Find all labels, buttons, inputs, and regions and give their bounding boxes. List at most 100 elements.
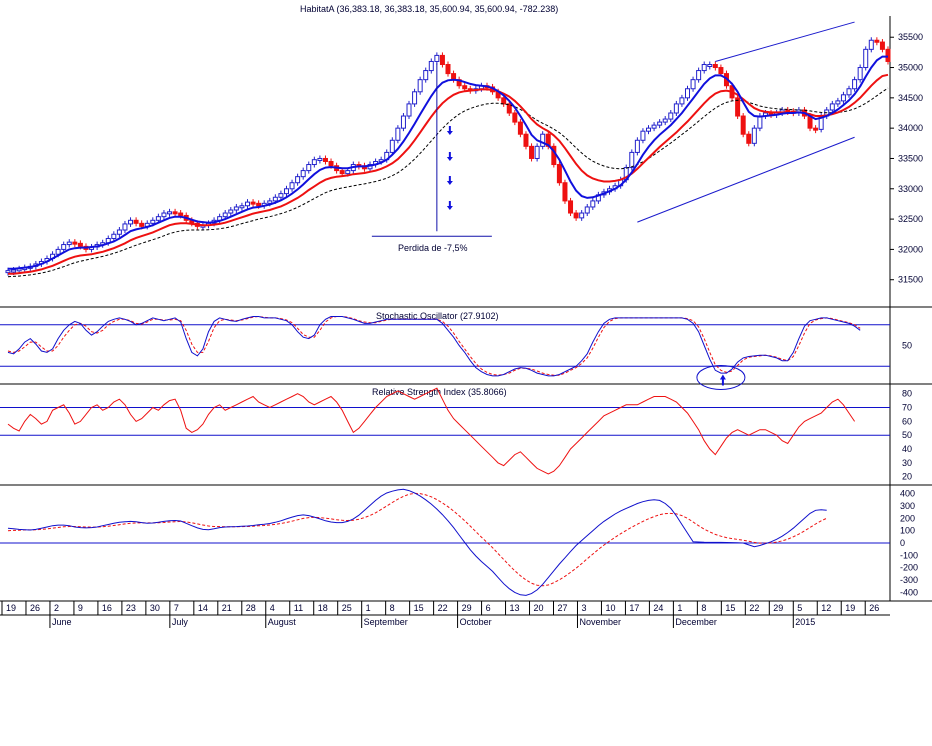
day-label: 1 xyxy=(366,603,371,613)
day-label: 15 xyxy=(414,603,424,613)
macd-tick-label: 0 xyxy=(900,538,905,548)
candle-up xyxy=(835,100,841,105)
candle-up xyxy=(846,88,852,96)
day-label: 30 xyxy=(150,603,160,613)
price-moving-averages xyxy=(7,55,889,278)
month-label: September xyxy=(364,617,408,627)
day-label: 11 xyxy=(294,603,303,613)
candle-up xyxy=(233,206,239,211)
day-label: 12 xyxy=(821,603,831,613)
candle-down xyxy=(439,54,445,65)
day-label: 29 xyxy=(462,603,472,613)
candle-up xyxy=(696,70,702,81)
down-arrow-head xyxy=(446,131,453,135)
candle-up xyxy=(412,91,418,105)
trend-channel xyxy=(637,21,855,223)
candle-up xyxy=(579,212,585,219)
candle-down xyxy=(556,164,562,184)
day-label: 26 xyxy=(869,603,879,613)
candle-down xyxy=(172,211,178,215)
price-tick-label: 35500 xyxy=(898,32,923,42)
candle-down xyxy=(512,112,518,123)
pane-frames xyxy=(0,16,932,602)
candle-down xyxy=(879,41,885,50)
up-arrow-head xyxy=(719,374,726,380)
day-label: 2 xyxy=(54,603,59,613)
candle-down xyxy=(874,39,880,43)
rsi-pane: 80 70 60 50 40 30 20 xyxy=(0,387,912,482)
day-label: 5 xyxy=(797,603,802,613)
candle-up xyxy=(423,70,429,81)
macd-tick-label: -400 xyxy=(900,587,918,597)
candle-up xyxy=(155,216,161,221)
candle-up xyxy=(707,64,713,67)
candle-up xyxy=(289,182,295,190)
price-candles xyxy=(5,37,891,276)
candle-up xyxy=(634,139,640,153)
month-label: 2015 xyxy=(795,617,815,627)
candle-up xyxy=(267,200,273,204)
candle-up xyxy=(122,223,128,231)
candle-up xyxy=(317,157,323,161)
candle-up xyxy=(5,270,11,274)
candle-up xyxy=(295,176,301,184)
macd-tick-label: -100 xyxy=(900,550,918,560)
month-label: June xyxy=(52,617,72,627)
candle-up xyxy=(657,121,663,126)
candle-up xyxy=(11,269,17,273)
day-label: 14 xyxy=(198,603,208,613)
day-label: 23 xyxy=(126,603,136,613)
candle-up xyxy=(222,212,228,218)
candle-up xyxy=(679,97,685,105)
candle-up xyxy=(244,201,250,207)
price-tick-label: 33000 xyxy=(898,184,923,194)
ma-fast-line xyxy=(8,55,888,270)
candle-up xyxy=(651,124,657,129)
candle-up xyxy=(662,118,668,123)
day-label: 1 xyxy=(677,603,682,613)
price-tick-label: 32500 xyxy=(898,214,923,224)
candle-down xyxy=(740,115,746,135)
day-label: 4 xyxy=(270,603,275,613)
candle-down xyxy=(746,133,752,144)
day-label: 22 xyxy=(749,603,759,613)
candle-down xyxy=(133,219,139,224)
price-tick-label: 34000 xyxy=(898,123,923,133)
month-label: December xyxy=(675,617,717,627)
rsi-tick-label: 20 xyxy=(902,472,912,482)
day-label: 22 xyxy=(438,603,448,613)
candle-down xyxy=(712,64,718,69)
candle-down xyxy=(139,222,145,227)
month-label: July xyxy=(172,617,189,627)
candle-up xyxy=(668,112,674,120)
month-label: August xyxy=(268,617,297,627)
macd-tick-label: 300 xyxy=(900,501,915,511)
candle-down xyxy=(445,64,451,75)
rsi-tick-label: 80 xyxy=(902,389,912,399)
candle-up xyxy=(629,151,635,169)
macd-tick-label: 400 xyxy=(900,489,915,499)
candle-up xyxy=(428,60,434,72)
macd-line xyxy=(7,488,827,596)
candle-up xyxy=(701,64,707,72)
candle-up xyxy=(228,209,234,214)
candle-down xyxy=(322,157,328,162)
day-label: 24 xyxy=(653,603,663,613)
price-tick-label: 33500 xyxy=(898,153,923,163)
macd-tick-label: -300 xyxy=(900,575,918,585)
day-label: 16 xyxy=(102,603,112,613)
drop-annotation: Perdida de -7,5% xyxy=(371,63,492,253)
candle-down xyxy=(462,85,468,90)
candle-up xyxy=(283,188,289,195)
day-label: 7 xyxy=(174,603,179,613)
candle-up xyxy=(857,67,863,81)
candle-up xyxy=(239,205,245,209)
candle-up xyxy=(406,103,412,117)
candle-up xyxy=(640,130,646,141)
candle-up xyxy=(673,103,679,114)
candle-down xyxy=(573,212,579,219)
day-label: 25 xyxy=(342,603,352,613)
candle-up xyxy=(116,229,122,235)
candle-up xyxy=(400,115,406,129)
